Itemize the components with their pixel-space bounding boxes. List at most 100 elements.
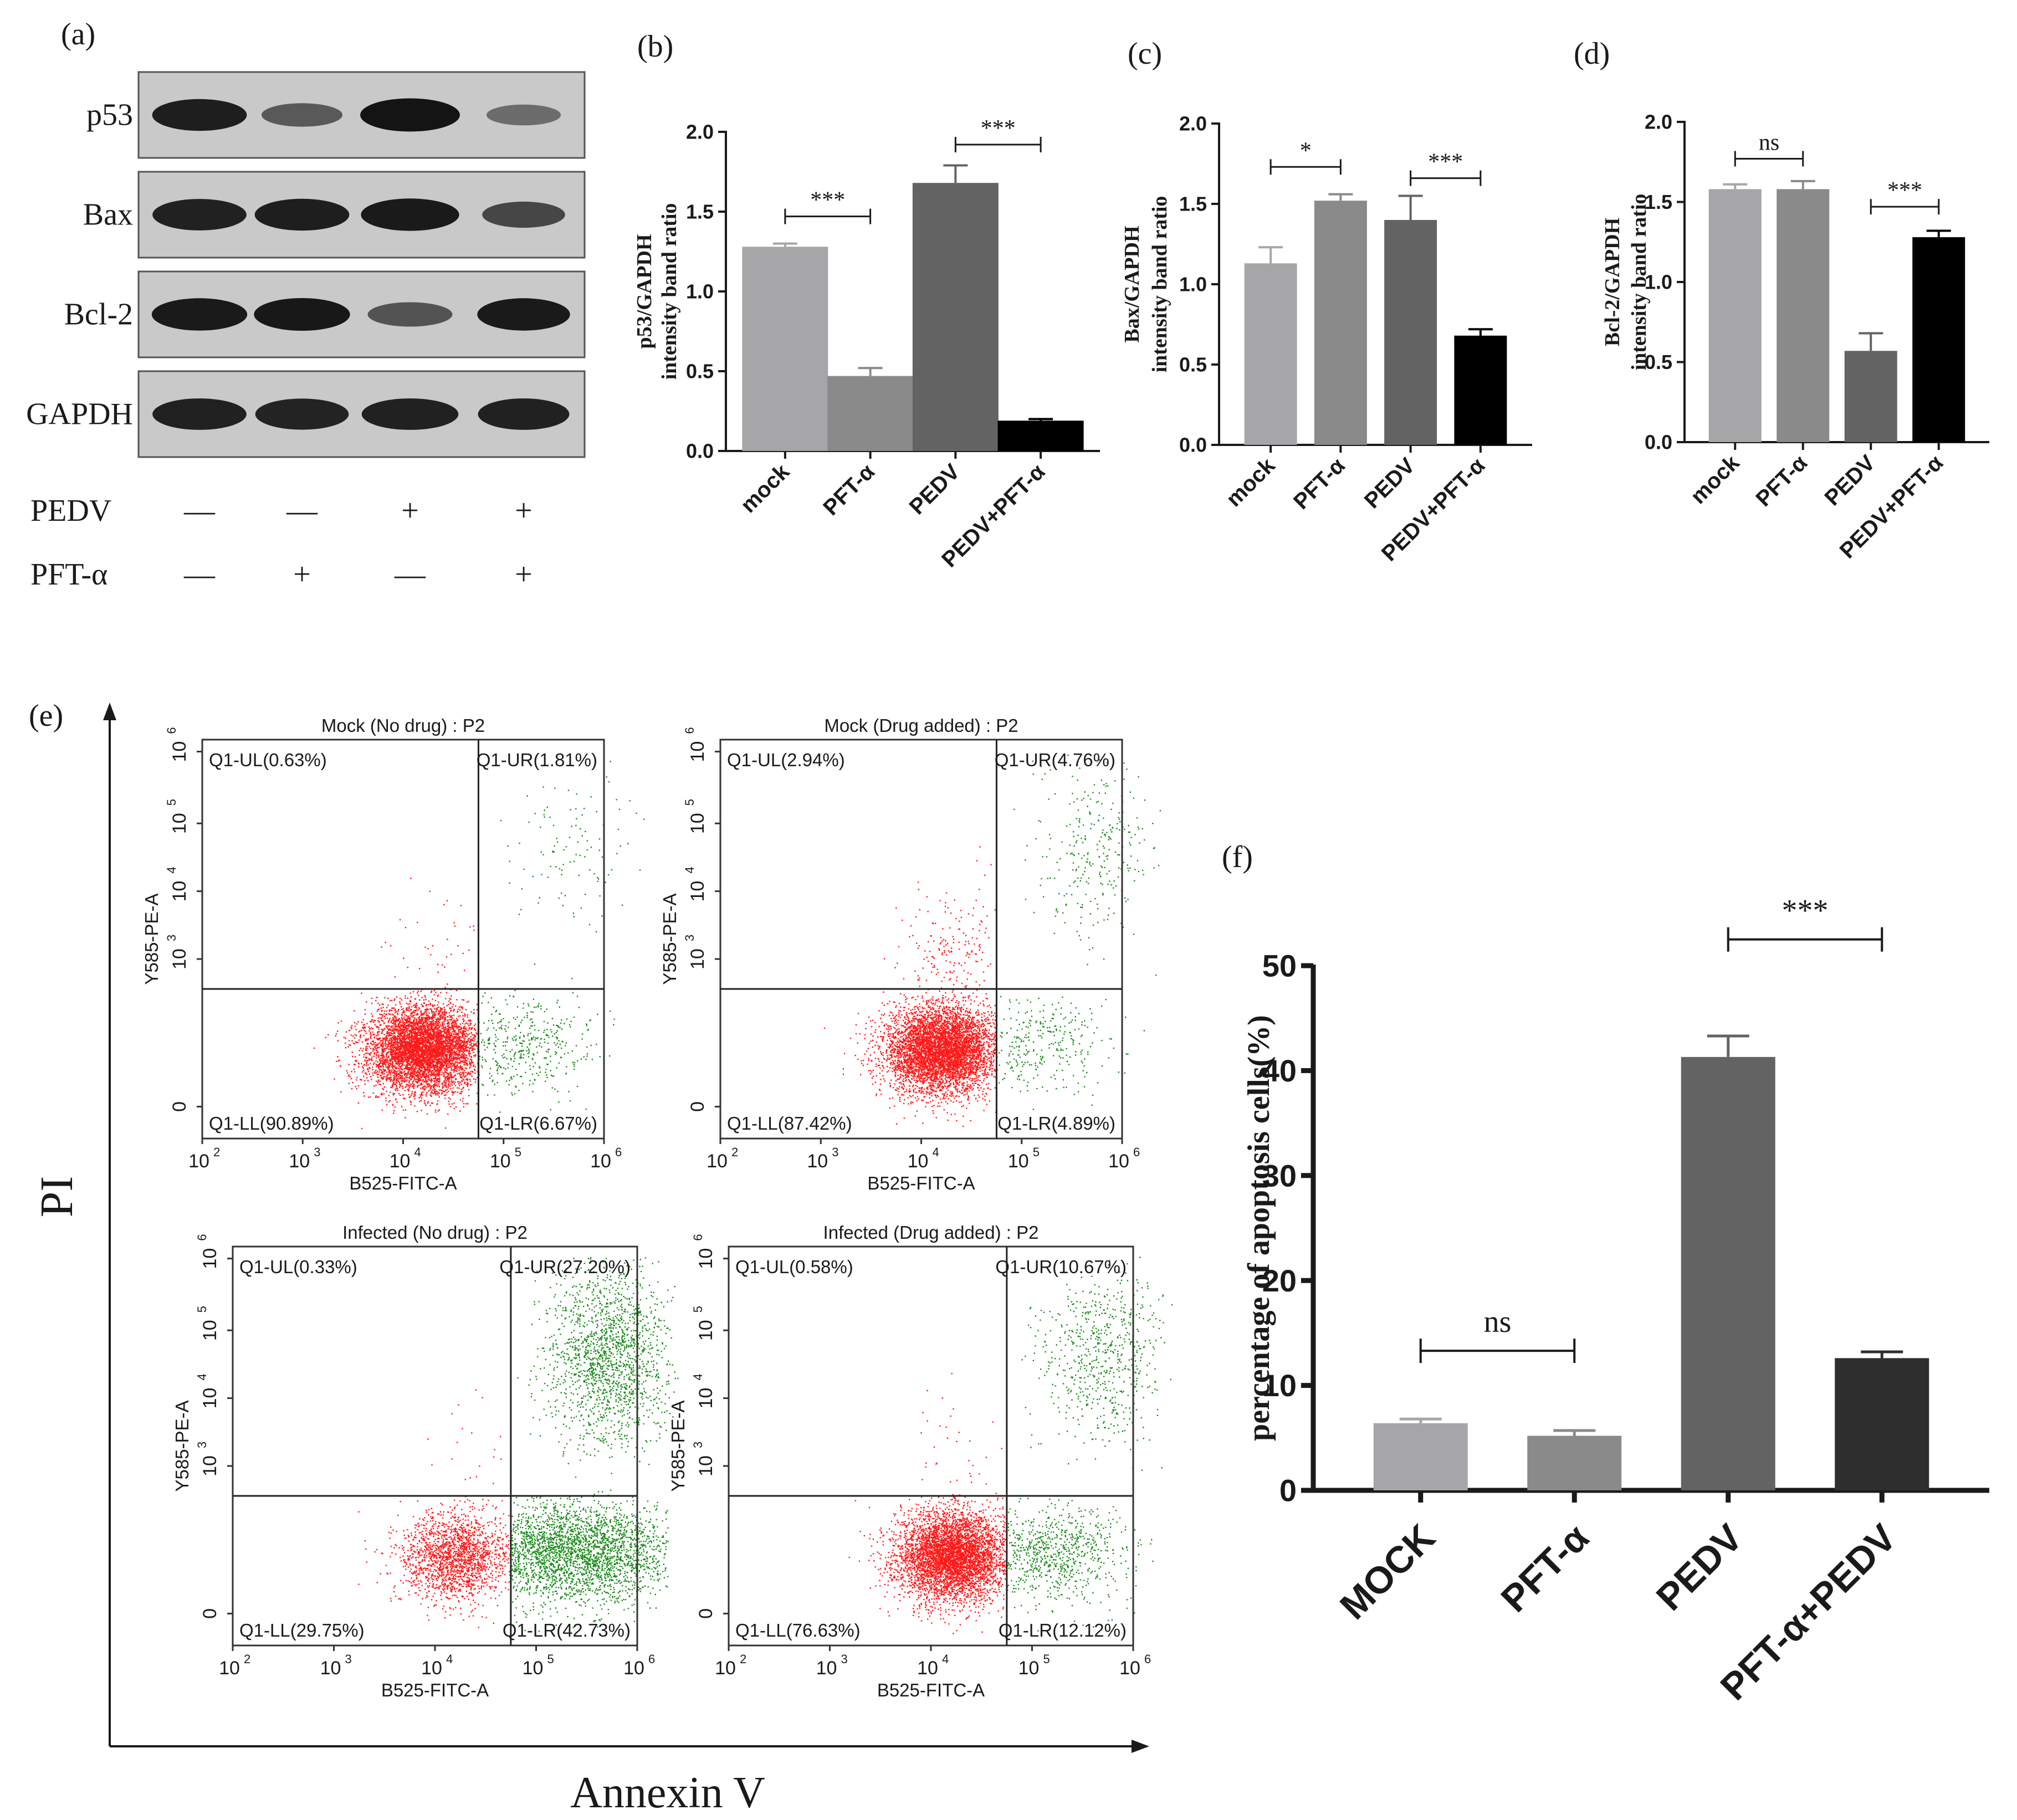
- x-tick-exponent: 4: [942, 1652, 949, 1666]
- x-tick-base: 10: [188, 1151, 209, 1172]
- y-tick-label: 0.5: [1179, 353, 1207, 376]
- x-tick-exponent: 3: [314, 1145, 320, 1159]
- x-tick-exponent: 6: [615, 1145, 622, 1159]
- y-tick-exponent: 4: [165, 867, 178, 873]
- x-tick-base: 10: [523, 1658, 544, 1679]
- viable-cell-dots: [848, 1372, 1008, 1634]
- viable-cell-dots: [313, 878, 480, 1130]
- y-tick-base: 10: [687, 813, 708, 834]
- significance-label: ns: [1759, 130, 1779, 155]
- y-tick-label: 0: [1279, 1473, 1297, 1508]
- viable-cell-dots: [358, 1389, 512, 1628]
- quadrant-ul-label: Q1-UL(0.58%): [735, 1257, 853, 1277]
- x-tick-exponent: 3: [345, 1652, 352, 1666]
- y-tick-exponent: 4: [683, 867, 697, 873]
- y-axis-label: intensity band ratio: [1148, 196, 1171, 373]
- y-tick-base: 0: [695, 1608, 716, 1619]
- bar: [912, 183, 999, 451]
- y-tick-base: 10: [695, 1455, 716, 1476]
- y-tick-base: 10: [695, 1388, 716, 1409]
- bar: [1912, 237, 1965, 442]
- y-tick-label: 2.0: [1645, 111, 1672, 134]
- y-tick-exponent: 3: [691, 1442, 705, 1448]
- viable-cell-dots: [823, 846, 998, 1127]
- quadrant-ur-label: Q1-UR(4.76%): [995, 750, 1115, 770]
- panel-label: (b): [637, 29, 673, 64]
- annexin-axis-label: Annexin V: [570, 1768, 765, 1817]
- treatment-label: PFT-α: [30, 557, 107, 592]
- flow-plot-2: Mock (Drug added) : P2 Q1-UL(2.94%) Q1-UR(…: [659, 715, 1161, 1193]
- y-tick-base: 10: [687, 881, 708, 902]
- panel-e-flow-cytometry: (e) PI Annexin V Mock (No drug) : P2 Q1-U…: [29, 699, 1173, 1817]
- x-tick-exponent: 4: [446, 1652, 453, 1666]
- y-tick-exponent: 3: [195, 1442, 209, 1448]
- flow-y-axis-label: Y585-PE-A: [659, 893, 680, 985]
- blot-protein-label: p53: [86, 98, 133, 132]
- flow-plot-title: Infected (No drug) : P2: [342, 1222, 528, 1243]
- y-tick-label: 1.5: [686, 201, 714, 223]
- blot-band: [360, 98, 460, 132]
- y-tick-base: 10: [169, 741, 190, 762]
- blot-band: [261, 103, 343, 127]
- treatment-mark: —: [286, 494, 318, 528]
- panel-a-label: (a): [61, 17, 95, 52]
- x-tick-base: 10: [421, 1658, 442, 1679]
- y-axis-label: Bcl-2/GAPDH: [1601, 218, 1624, 346]
- x-tick-exponent: 5: [1043, 1652, 1050, 1666]
- bar: [1527, 1436, 1622, 1490]
- significance-label: *: [1300, 138, 1312, 163]
- flow-x-axis-label: B525-FITC-A: [381, 1680, 489, 1700]
- bar: [1244, 263, 1297, 445]
- flow-plot-title: Mock (No drug) : P2: [321, 715, 485, 736]
- bar: [1708, 189, 1762, 442]
- blot-band: [482, 201, 565, 228]
- quadrant-lr-label: Q1-LR(12.12%): [999, 1620, 1127, 1640]
- flow-plot-4: Infected (Drug added) : P2 Q1-UL(0.58%) Q1…: [668, 1222, 1173, 1700]
- x-tick-exponent: 2: [731, 1145, 738, 1159]
- y-tick-label: 0.5: [686, 360, 714, 383]
- y-tick-base: 10: [199, 1455, 221, 1476]
- x-tick-base: 10: [219, 1658, 240, 1679]
- x-tick-exponent: 2: [213, 1145, 220, 1159]
- y-tick-exponent: 5: [691, 1306, 705, 1313]
- panel-label: (f): [1222, 840, 1253, 874]
- blot-band: [477, 298, 570, 331]
- y-tick-exponent: 5: [165, 799, 178, 806]
- bar: [1384, 220, 1437, 445]
- y-tick-label: 2.0: [1179, 112, 1207, 135]
- flow-y-axis-label: Y585-PE-A: [172, 1400, 192, 1491]
- y-tick-base: 10: [169, 813, 190, 834]
- quadrant-ll-label: Q1-LL(29.75%): [239, 1620, 365, 1640]
- y-tick-exponent: 6: [691, 1234, 705, 1240]
- y-tick-label: 40: [1262, 1053, 1297, 1088]
- treatment-mark: +: [515, 557, 533, 592]
- x-tick-exponent: 6: [1144, 1652, 1151, 1666]
- y-tick-base: 10: [169, 949, 190, 970]
- y-tick-exponent: 3: [683, 935, 697, 941]
- x-tick-exponent: 5: [515, 1145, 521, 1159]
- flow-x-axis-label: B525-FITC-A: [877, 1680, 985, 1700]
- bar: [1454, 335, 1507, 445]
- blot-protein-label: GAPDH: [26, 397, 133, 432]
- blot-protein-label: Bax: [83, 198, 133, 232]
- blot-band: [361, 398, 459, 430]
- y-tick-label: 1.0: [1179, 273, 1207, 296]
- y-tick-label: 2.0: [686, 121, 714, 143]
- x-tick-base: 10: [289, 1151, 310, 1172]
- treatment-mark: —: [394, 557, 426, 592]
- significance-label: ***: [1428, 150, 1463, 175]
- flow-plot-title: Mock (Drug added) : P2: [824, 715, 1018, 736]
- blot-band: [486, 104, 561, 126]
- x-tick-base: 10: [715, 1658, 736, 1679]
- blot-band: [255, 398, 349, 430]
- treatment-mark: +: [293, 557, 311, 592]
- x-tick-base: 10: [917, 1658, 938, 1679]
- flow-y-axis-label: Y585-PE-A: [668, 1400, 688, 1491]
- y-tick-base: 10: [695, 1248, 716, 1269]
- y-tick-label: 0.0: [1645, 431, 1672, 454]
- y-tick-label: 20: [1262, 1263, 1297, 1298]
- y-tick-exponent: 4: [691, 1373, 705, 1380]
- blot-band: [151, 298, 248, 331]
- bar: [1314, 201, 1367, 445]
- quadrant-ll-label: Q1-LL(90.89%): [209, 1113, 334, 1134]
